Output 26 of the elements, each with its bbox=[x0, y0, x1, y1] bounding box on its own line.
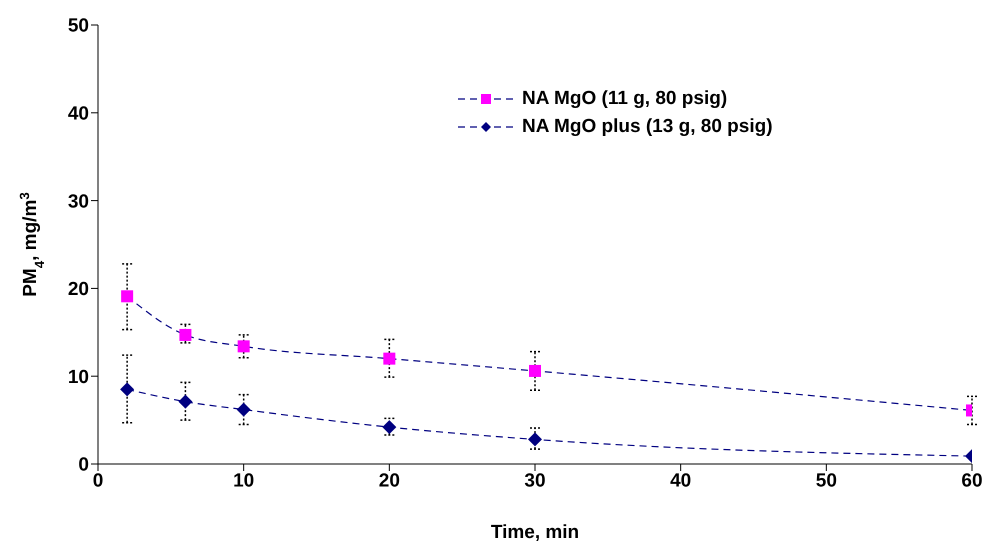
y-tick-label: 50 bbox=[68, 16, 89, 37]
y-tick-label: 40 bbox=[68, 104, 89, 125]
y-tick-label: 0 bbox=[78, 454, 89, 476]
point bbox=[383, 352, 396, 365]
point bbox=[529, 364, 541, 377]
legend-label: NA MgO (11 g, 80 psig) bbox=[522, 88, 728, 110]
point bbox=[236, 402, 251, 417]
x-tick-label: 10 bbox=[233, 470, 254, 492]
y-tick-label: 20 bbox=[68, 279, 89, 300]
point bbox=[179, 328, 192, 341]
x-tick-label: 0 bbox=[92, 470, 104, 492]
x-tick-label: 50 bbox=[816, 470, 837, 492]
point bbox=[120, 382, 134, 396]
y-tick-label: 10 bbox=[68, 366, 89, 388]
point bbox=[121, 290, 134, 302]
point bbox=[528, 432, 542, 446]
point bbox=[178, 394, 192, 409]
x-axis-title: Time, min bbox=[490, 522, 580, 543]
legend-label: NA MgO plus (13 g, 80 psig) bbox=[522, 116, 773, 138]
point bbox=[238, 340, 250, 352]
x-tick-label: 30 bbox=[524, 470, 546, 492]
x-tick-label: 60 bbox=[961, 470, 983, 492]
y-tick-label: 30 bbox=[68, 191, 89, 212]
point bbox=[382, 420, 396, 434]
x-tick-label: 20 bbox=[378, 470, 400, 492]
x-tick-label: 40 bbox=[670, 470, 692, 492]
